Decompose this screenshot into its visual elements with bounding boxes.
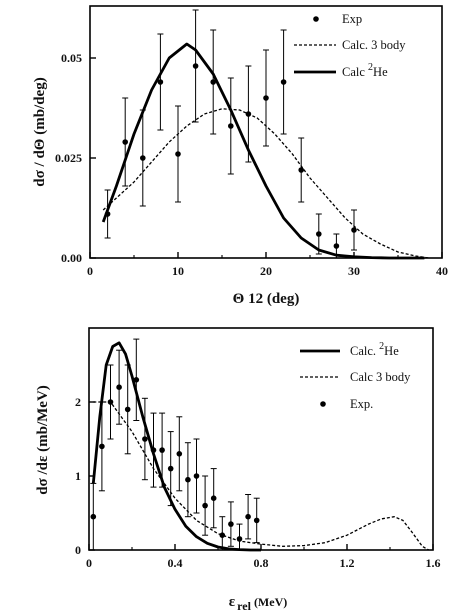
top-x-tick-label: 10 [172,264,184,278]
bottom-y-tick-label: 1 [75,469,81,483]
bottom-x-axis-label: ε rel (MeV) [229,594,288,613]
bottom-calc-3body-curve [93,401,430,551]
bottom-legend-exp-label: Exp. [350,397,373,411]
top-exp-point [298,167,305,173]
bottom-exp-point [176,451,183,457]
chart-bottom: 0 0.4 0.8 1.2 1.6 0 1 2 dσ /dε (mb/MeV) ε rel (M… [35,327,441,613]
top-exp-point [192,63,199,69]
bottom-calc-2he-curve [91,341,261,552]
top-calc-3body-curve [102,108,429,259]
bottom-legend-exp-marker [320,401,326,407]
top-x-tick-label: 30 [348,264,360,278]
top-legend-exp-label: Exp [342,12,362,26]
bottom-exp-point [253,517,260,524]
top-series-group [101,9,429,260]
top-y-axis-label: dσ / dΘ (mb/deg) [32,77,48,186]
bottom-x-tick-label: 0 [86,556,92,570]
bottom-exp-point [133,377,140,383]
top-x-tick-label: 20 [260,264,272,278]
bottom-plot-frame [88,327,434,551]
bottom-exp-point [124,406,131,413]
bottom-x-tick-label: 1.2 [340,556,355,570]
top-x-tick-label: 0 [87,264,93,278]
top-exp-point [316,231,322,237]
bottom-y-tick-label: 0 [75,543,81,557]
bottom-series-group [90,338,430,552]
top-legend-calc3-label: Calc. 3 body [342,38,406,52]
top-exp-point [280,79,287,85]
top-legend: Exp Calc. 3 body Calc 2He [294,12,406,79]
bottom-exp-point [228,521,234,527]
top-exp-point [175,151,181,157]
bottom-exp-point [193,473,200,479]
bottom-exp-point [116,384,122,391]
top-exp-point [122,139,128,145]
top-legend-calc2-label: Calc 2He [342,62,388,79]
bottom-x-tick-label: 1.6 [426,556,441,570]
top-axis-ticks: 0 10 20 30 40 0.00 0.025 0.05 [55,51,448,278]
bottom-x-tick-label: 0.8 [254,556,269,570]
bottom-exp-point [236,536,243,542]
bottom-exp-point [167,465,174,472]
bottom-exp-point [142,436,148,442]
bottom-legend-calc3-label: Calc 3 body [350,370,411,384]
bottom-legend: Calc. 2He Calc 3 body Exp. [300,341,411,411]
bottom-y-axis-label: dσ /dε (mb/MeV) [35,385,51,495]
top-exp-point [140,155,146,161]
top-y-tick-label: 0.025 [55,151,82,165]
bottom-exp-point [219,532,226,538]
top-x-axis-label: Θ 12 (deg) [233,291,300,307]
bottom-exp-point [107,399,114,405]
top-y-tick-label: 0.05 [61,51,82,65]
bottom-exp-point [99,443,105,450]
top-legend-exp-marker [313,16,319,22]
bottom-axis-ticks: 0 0.4 0.8 1.2 1.6 0 1 2 [75,395,441,570]
bottom-exp-point [202,502,208,509]
top-exp-point [351,227,357,233]
bottom-exp-point [90,513,97,520]
top-exp-point [228,123,234,129]
bottom-exp-point [185,476,191,483]
bottom-legend-calc2-label: Calc. 2He [350,341,399,358]
bottom-exp-point [150,447,157,453]
bottom-exp-point [245,513,251,520]
bottom-y-tick-label: 2 [75,395,81,409]
top-calc-2he-curve [101,42,425,260]
top-exp-point [333,243,340,249]
top-x-tick-label: 40 [436,264,448,278]
bottom-exp-point [159,447,165,453]
bottom-exp-point [210,495,217,502]
top-exp-point [210,79,216,85]
top-exp-point [263,95,269,101]
top-exp-point [157,79,164,85]
bottom-x-tick-label: 0.4 [168,556,183,570]
top-y-tick-label: 0.00 [61,251,82,265]
